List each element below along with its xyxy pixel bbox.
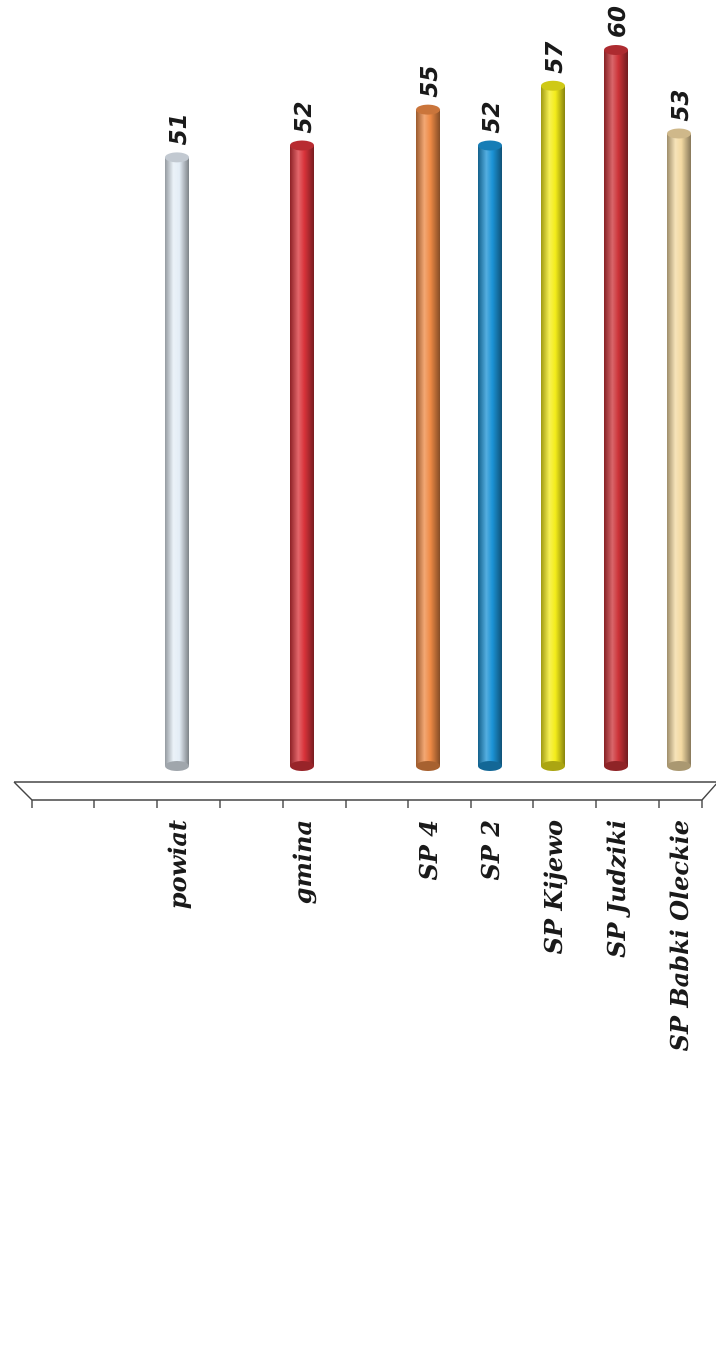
value-label: 60 xyxy=(605,6,631,38)
bar-top-cap xyxy=(604,45,628,55)
labels-group: 51 powiat 52 gmina 55 SP 4 52 SP 2 57 SP Kijewo 60… xyxy=(163,6,694,1051)
bar-top-cap xyxy=(541,80,565,91)
value-label: 52 xyxy=(479,101,505,133)
bar-sp-4 xyxy=(416,109,440,766)
category-label: SP Babki Oleckie xyxy=(665,820,694,1051)
bar-base-cap xyxy=(290,761,314,771)
chart-floor xyxy=(13,781,716,808)
bar-gmina xyxy=(290,145,314,766)
bar-sp-2 xyxy=(478,145,502,766)
bar-top-cap xyxy=(667,128,691,139)
value-label: 52 xyxy=(291,101,317,133)
value-label: 53 xyxy=(668,90,694,122)
bar-top-cap xyxy=(416,104,440,115)
bars-group xyxy=(165,45,691,771)
bar-sp-babki-oleckie xyxy=(667,133,691,767)
bar-sp-judziki xyxy=(604,50,628,766)
bar-base-cap xyxy=(541,761,565,771)
bar-base-cap xyxy=(478,761,502,771)
bar-base-cap xyxy=(165,761,189,771)
value-label: 55 xyxy=(417,66,443,98)
floor-plane xyxy=(13,781,716,801)
category-label: SP Kijewo xyxy=(539,820,568,954)
category-label: SP Judziki xyxy=(602,820,631,958)
bar-base-cap xyxy=(604,761,628,771)
value-label: 57 xyxy=(542,42,568,74)
category-label: SP 4 xyxy=(414,820,443,880)
bar-powiat xyxy=(165,157,189,766)
bar-top-cap xyxy=(290,140,314,151)
bar-sp-kijewo xyxy=(541,85,565,767)
bar-top-cap xyxy=(165,152,189,163)
bar-top-cap xyxy=(478,140,502,151)
value-label: 51 xyxy=(166,113,192,145)
category-label: powiat xyxy=(163,820,192,909)
bar-base-cap xyxy=(416,761,440,771)
category-label: gmina xyxy=(288,820,317,904)
bar-base-cap xyxy=(667,761,691,771)
category-label: SP 2 xyxy=(476,820,505,880)
